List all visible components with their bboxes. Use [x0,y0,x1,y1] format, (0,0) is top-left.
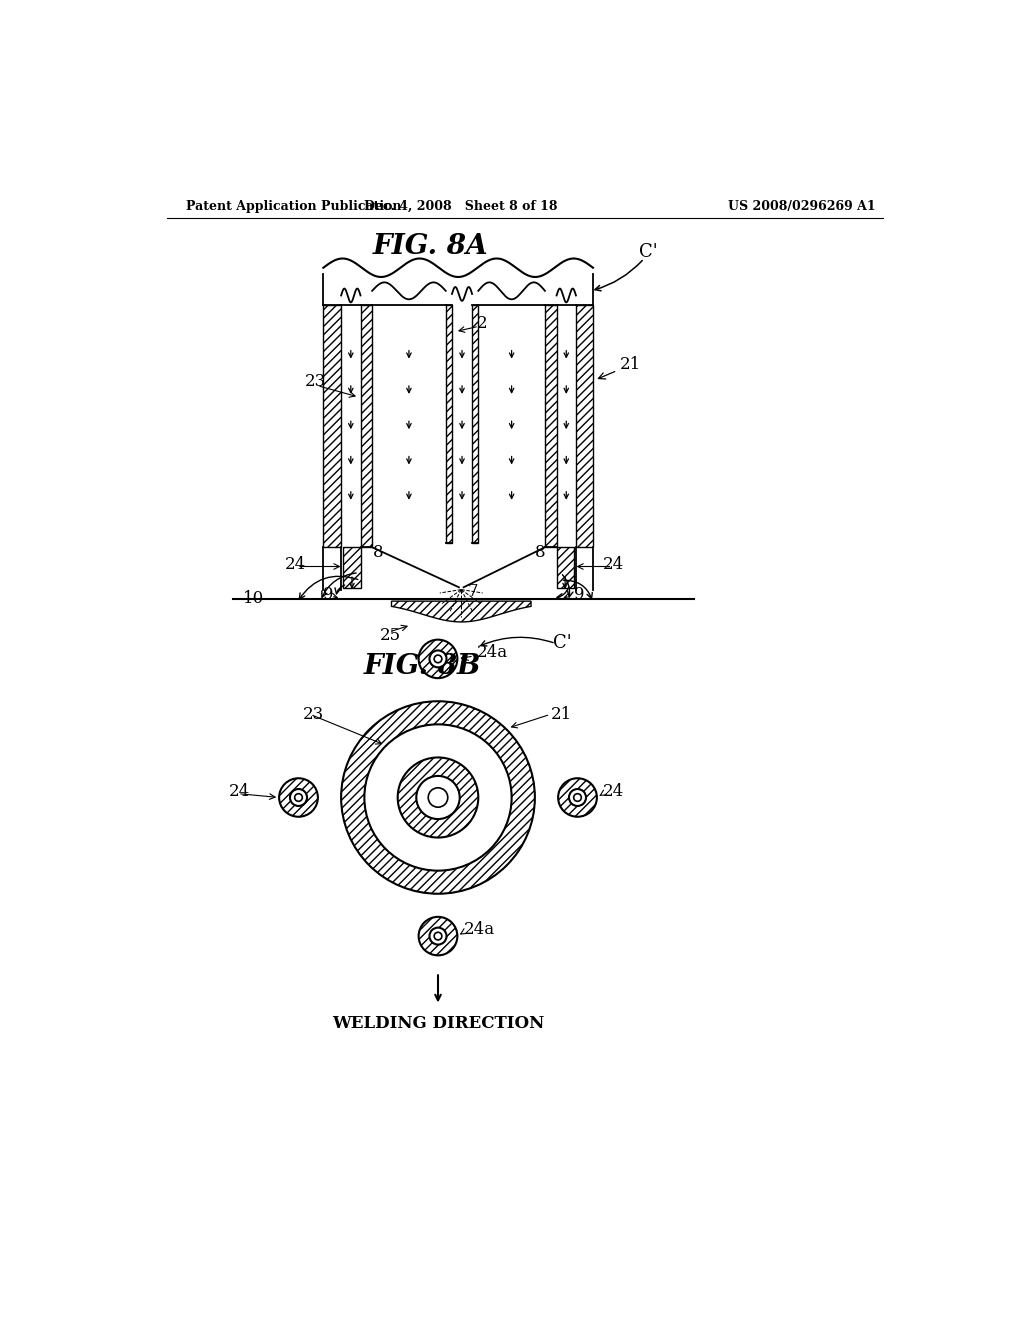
Circle shape [341,701,535,894]
Text: 24: 24 [285,557,306,573]
Polygon shape [391,601,531,622]
Text: 8: 8 [535,544,546,561]
Text: 7: 7 [467,582,478,599]
Text: 21: 21 [550,706,571,723]
Circle shape [428,788,447,808]
Circle shape [417,776,460,818]
Circle shape [280,779,317,817]
Text: 2: 2 [452,770,463,787]
Circle shape [295,793,302,801]
Circle shape [429,651,446,668]
Text: US 2008/0296269 A1: US 2008/0296269 A1 [728,199,877,213]
Circle shape [434,655,441,663]
Circle shape [419,640,458,678]
Circle shape [569,789,586,807]
Bar [343,548,360,589]
Circle shape [365,725,512,871]
Text: 10: 10 [243,590,264,607]
Bar [360,305,372,548]
Bar [575,305,593,548]
Bar [445,305,452,544]
Bar [472,305,478,544]
Text: 2: 2 [477,315,487,333]
Text: 8: 8 [373,544,384,561]
Circle shape [434,932,441,940]
Bar [545,305,557,548]
Text: C': C' [640,243,658,261]
Circle shape [419,917,458,956]
Bar [324,305,341,548]
Circle shape [558,779,597,817]
Text: 23: 23 [305,374,326,391]
Text: Dec. 4, 2008   Sheet 8 of 18: Dec. 4, 2008 Sheet 8 of 18 [365,199,558,213]
Text: C': C' [553,635,571,652]
Text: 24a: 24a [462,644,508,661]
Text: 21: 21 [598,356,641,379]
Text: FIG. 8B: FIG. 8B [364,653,481,680]
Circle shape [429,928,446,945]
Circle shape [397,758,478,837]
Text: 23: 23 [302,706,324,723]
Text: 9: 9 [574,586,585,603]
Circle shape [290,789,307,807]
Text: Patent Application Publication: Patent Application Publication [186,199,401,213]
Circle shape [573,793,582,801]
Text: WELDING DIRECTION: WELDING DIRECTION [332,1015,544,1032]
Text: 24: 24 [603,557,625,573]
Text: 24: 24 [603,783,625,800]
Text: FIG. 8A: FIG. 8A [373,234,488,260]
Text: 24a: 24a [464,921,495,939]
Text: 24: 24 [228,783,250,800]
Text: 25: 25 [380,627,401,644]
Bar [557,548,573,589]
Text: 9: 9 [324,586,334,603]
